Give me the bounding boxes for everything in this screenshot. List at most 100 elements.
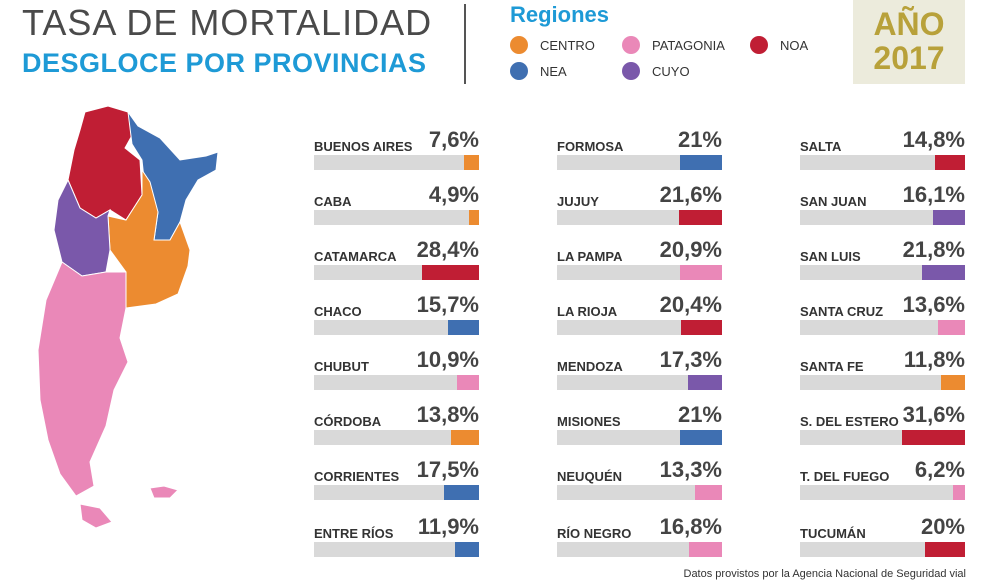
bar-fill [448, 320, 479, 335]
bar-fill [680, 265, 722, 280]
province-name: CHACO [314, 304, 362, 319]
bar-fill [451, 430, 479, 445]
province-name: BUENOS AIRES [314, 139, 413, 154]
bar-fill [455, 542, 479, 557]
bar-track [314, 430, 479, 445]
province-name: ENTRE RÍOS [314, 526, 394, 541]
province-row-corrientes: CORRIENTES 17,5% [314, 457, 479, 507]
province-value-label: 20,9% [659, 237, 722, 262]
bar-track [557, 542, 722, 557]
year-value: 2017 [873, 40, 945, 76]
year-badge: AÑO 2017 [853, 0, 965, 84]
bar-track [800, 320, 965, 335]
map-region-cuyo [53, 178, 111, 277]
province-name: SALTA [800, 139, 842, 154]
legend-label-noa: NOA [780, 37, 809, 53]
province-row-salta: SALTA 14,8% [800, 127, 965, 177]
province-row-santa-fe: SANTA FE 11,8% [800, 347, 965, 397]
province-name: LA PAMPA [557, 249, 623, 264]
bar-fill [680, 430, 722, 445]
legend-label-centro: CENTRO [540, 37, 595, 53]
bar-fill [922, 265, 965, 280]
province-value-label: 10,9% [416, 347, 479, 372]
map-region-tierra-del-fuego [79, 503, 113, 529]
bar-track [314, 485, 479, 500]
province-name: CHUBUT [314, 359, 369, 374]
bar-fill [457, 375, 479, 390]
province-name: LA RIOJA [557, 304, 618, 319]
province-value-label: 21% [677, 402, 722, 427]
legend-item-noa: NOA [750, 36, 808, 54]
argentina-regions-map [37, 105, 219, 529]
province-row-chaco: CHACO 15,7% [314, 292, 479, 342]
province-row-santa-cruz: SANTA CRUZ 13,6% [800, 292, 965, 342]
province-name: SAN JUAN [800, 194, 867, 209]
legend-label-cuyo: CUYO [652, 63, 690, 79]
legend-item-patagonia: PATAGONIA [622, 36, 725, 54]
legend-item-centro: CENTRO [510, 36, 595, 54]
province-row-san-juan: SAN JUAN 16,1% [800, 182, 965, 232]
province-value-label: 14,8% [902, 127, 965, 152]
province-row-tucuman: TUCUMÁN 20% [800, 514, 965, 564]
bar-fill [933, 210, 965, 225]
province-row-chubut: CHUBUT 10,9% [314, 347, 479, 397]
province-row-cordoba: CÓRDOBA 13,8% [314, 402, 479, 452]
legend-swatch-patagonia [622, 36, 640, 54]
province-value-label: 4,9% [428, 182, 479, 207]
province-row-misiones: MISIONES 21% [557, 402, 722, 452]
province-value-label: 13,3% [659, 457, 722, 482]
bar-fill [469, 210, 479, 225]
province-row-buenos-aires: BUENOS AIRES 7,6% [314, 127, 479, 177]
province-row-catamarca: CATAMARCA 28,4% [314, 237, 479, 287]
bar-fill [680, 155, 722, 170]
bar-track [800, 155, 965, 170]
province-value-label: 11,8% [903, 347, 965, 372]
province-row-formosa: FORMOSA 21% [557, 127, 722, 177]
province-row-rio-negro: RÍO NEGRO 16,8% [557, 514, 722, 564]
province-value-label: 21,8% [902, 237, 965, 262]
province-name: NEUQUÉN [557, 469, 623, 484]
bar-track [800, 375, 965, 390]
bar-fill [422, 265, 479, 280]
legend-swatch-noa [750, 36, 768, 54]
province-name: JUJUY [557, 194, 599, 209]
province-value-label: 13,6% [902, 292, 965, 317]
bar-fill [925, 542, 965, 557]
chart-title: TASA DE MORTALIDAD [22, 2, 433, 43]
province-row-mendoza: MENDOZA 17,3% [557, 347, 722, 397]
province-value-label: 11,9% [417, 514, 479, 539]
source-note: Datos provistos por la Agencia Nacional … [683, 568, 967, 580]
province-row-san-luis: SAN LUIS 21,8% [800, 237, 965, 287]
province-name: SAN LUIS [800, 249, 861, 264]
province-name: MENDOZA [557, 359, 623, 374]
bar-track [314, 210, 479, 225]
bar-track [800, 430, 965, 445]
legend-label-nea: NEA [540, 63, 567, 79]
bar-track [800, 210, 965, 225]
province-row-neuquen: NEUQUÉN 13,3% [557, 457, 722, 507]
province-row-t-del-fuego: T. DEL FUEGO 6,2% [800, 457, 965, 507]
bar-track [557, 375, 722, 390]
year-label: AÑO [873, 6, 945, 43]
bar-fill [444, 485, 479, 500]
bar-track [314, 265, 479, 280]
province-value-label: 16,8% [659, 514, 722, 539]
province-row-jujuy: JUJUY 21,6% [557, 182, 722, 232]
bar-track [800, 542, 965, 557]
province-value-label: 16,1% [902, 182, 965, 207]
province-name: T. DEL FUEGO [800, 469, 890, 484]
bar-track [557, 265, 722, 280]
province-value-label: 6,2% [914, 457, 965, 482]
province-name: CÓRDOBA [314, 414, 382, 429]
legend-swatch-centro [510, 36, 528, 54]
province-row-entre-rios: ENTRE RÍOS 11,9% [314, 514, 479, 564]
province-value-label: 13,8% [416, 402, 479, 427]
map-islas-malvinas [149, 485, 179, 499]
province-name: CATAMARCA [314, 249, 397, 264]
province-value-label: 20% [920, 514, 965, 539]
province-row-caba: CABA 4,9% [314, 182, 479, 232]
bar-fill [695, 485, 722, 500]
province-name: RÍO NEGRO [557, 526, 632, 541]
province-name: SANTA FE [800, 359, 864, 374]
chart-subtitle: DESGLOCE POR PROVINCIAS [22, 48, 427, 78]
